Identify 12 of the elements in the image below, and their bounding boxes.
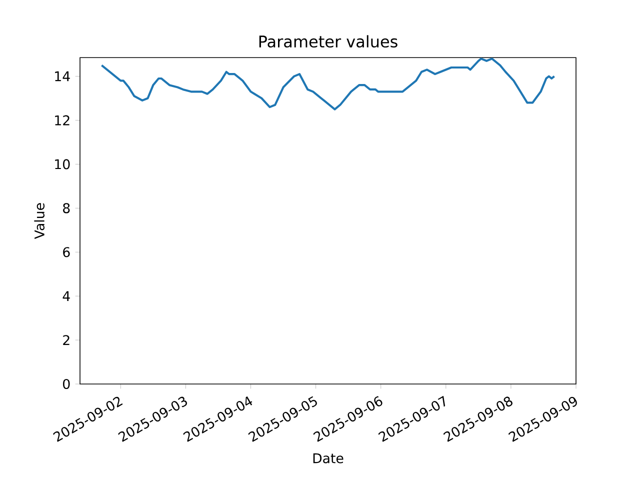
y-tick-label: 12 <box>55 115 70 126</box>
y-tick-label: 2 <box>63 335 70 345</box>
line-series <box>100 58 556 110</box>
y-tick-label: 14 <box>55 71 70 82</box>
y-axis-title: Value <box>34 203 44 240</box>
x-axis-title: Date <box>313 453 344 464</box>
y-tick-label: 8 <box>63 203 70 214</box>
y-tick-label: 6 <box>63 247 70 258</box>
y-tick-label: 4 <box>62 291 70 301</box>
chart-title: Parameter values <box>259 35 398 48</box>
y-tick-label: 10 <box>55 159 70 170</box>
y-tick-label: 0 <box>63 378 70 390</box>
